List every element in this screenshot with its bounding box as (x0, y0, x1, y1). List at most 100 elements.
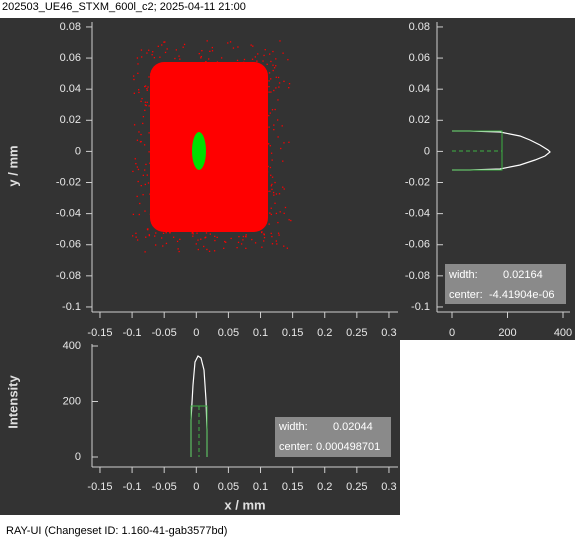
ray-dot (257, 53, 259, 55)
x-tick-label: 400 (554, 327, 572, 339)
ray-dot (278, 86, 280, 88)
ray-dot (250, 44, 252, 46)
ray-dot (208, 250, 211, 252)
ray-dot (284, 206, 287, 209)
ray-dot (268, 72, 271, 74)
ray-dot (267, 190, 269, 193)
ray-dot (144, 251, 146, 253)
ray-dot (148, 105, 150, 107)
ray-dot (205, 61, 207, 63)
ray-dot (242, 235, 245, 238)
ray-dot (279, 40, 281, 42)
ray-dot (165, 232, 167, 234)
ray-dot (283, 142, 285, 144)
ray-dot (270, 60, 272, 63)
ray-dot (192, 231, 194, 234)
ray-dot (139, 202, 141, 205)
ray-dot (205, 236, 207, 238)
ray-dot (269, 190, 271, 192)
ray-dot (200, 57, 202, 59)
ray-dot (195, 243, 197, 245)
ray-dot (165, 242, 168, 245)
ray-dot (216, 61, 219, 63)
ray-dot (271, 235, 273, 238)
ray-dot (277, 99, 279, 101)
ray-dot (134, 158, 136, 160)
ray-dot (157, 45, 159, 47)
ray-dot (163, 41, 165, 43)
ray-dot (164, 41, 166, 43)
ray-dot (146, 87, 148, 90)
ray-dot (236, 59, 239, 62)
ray-dot (135, 236, 137, 238)
ray-dot (145, 163, 147, 166)
ray-dot (275, 58, 277, 60)
stat-value: -4.41904e-06 (489, 289, 554, 301)
ray-dot (174, 57, 176, 60)
ray-dot (211, 46, 214, 49)
ray-dot (150, 125, 153, 127)
ray-dot (270, 207, 272, 209)
ray-dot (269, 145, 271, 147)
ray-dot (272, 69, 274, 72)
ray-dot (178, 250, 180, 253)
ray-dot (224, 240, 226, 243)
ray-dot (280, 147, 282, 150)
ray-dot (277, 232, 280, 234)
ray-dot (274, 202, 276, 204)
y-tick-label: 0.04 (60, 83, 81, 95)
ray-dot (200, 55, 202, 58)
ray-dot (278, 234, 280, 236)
stat-label: width: (278, 421, 308, 433)
x-tick-label: 0.2 (317, 327, 332, 339)
ray-dot (192, 235, 194, 237)
stats-box (445, 264, 566, 304)
ray-dot (197, 248, 199, 251)
stat-value: 0.02044 (333, 421, 373, 433)
ray-dot (140, 184, 142, 187)
ray-dot (266, 171, 269, 173)
ray-dot (270, 185, 273, 187)
ray-dot (283, 188, 285, 190)
ray-dot (225, 241, 227, 243)
ray-dot (274, 181, 276, 184)
ray-dot (205, 232, 208, 234)
ray-dot (137, 89, 140, 91)
ray-dot (200, 238, 202, 240)
ray-dot (162, 232, 165, 235)
ray-dot (154, 235, 156, 237)
ray-dot (183, 43, 186, 46)
ray-dot (149, 162, 151, 164)
ray-dot (275, 87, 277, 89)
ray-dot (268, 126, 270, 128)
ray-dot (148, 234, 150, 236)
ray-dot (230, 237, 232, 240)
ray-dot (263, 234, 265, 236)
y-tick-label: 0.06 (409, 52, 430, 64)
ray-dot (142, 174, 144, 176)
x-tick-label: 0 (193, 327, 199, 339)
ray-dot (268, 223, 270, 225)
ray-dot (271, 176, 274, 178)
ray-dot (137, 72, 139, 74)
ray-dot (214, 235, 216, 238)
ray-dot (209, 233, 211, 235)
ray-dot (283, 245, 285, 247)
y-histogram-curve (452, 130, 551, 171)
x-tick-label: -0.05 (152, 327, 177, 339)
ray-dot (229, 41, 232, 43)
ray-dot (144, 169, 146, 171)
ray-dot (192, 233, 194, 235)
ray-dot (211, 50, 214, 52)
ray-dot (144, 85, 146, 88)
x-tick-label: 0.3 (381, 327, 396, 339)
ray-dot (270, 232, 272, 235)
ray-dot (275, 212, 278, 215)
x-tick-label: 0.3 (381, 481, 396, 493)
ray-dot (232, 47, 235, 49)
ray-dot (201, 50, 203, 52)
x-tick-label: 0 (193, 481, 199, 493)
ray-dot (263, 54, 265, 57)
ray-dot (182, 46, 184, 48)
ray-dot (135, 163, 137, 165)
